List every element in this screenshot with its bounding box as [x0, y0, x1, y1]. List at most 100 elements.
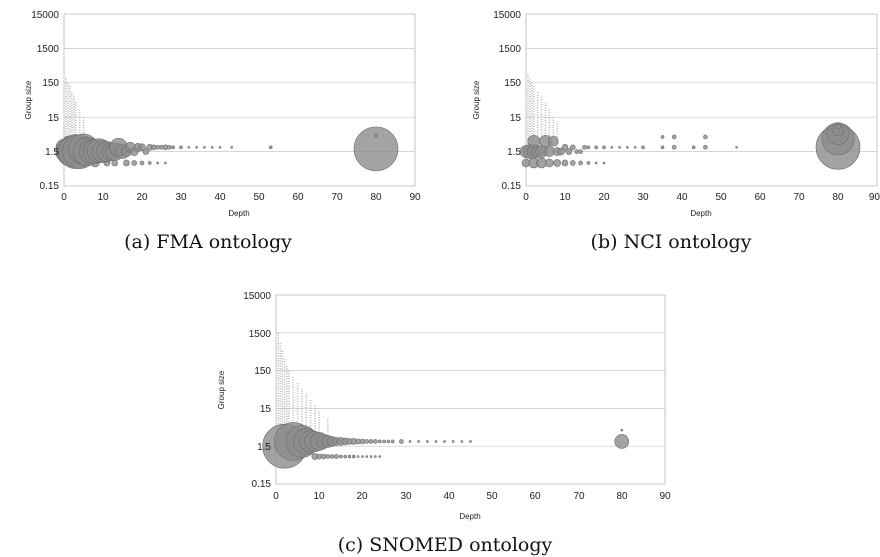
bubble-point	[325, 454, 331, 459]
x-tick-label: 70	[793, 192, 805, 203]
y-axis-title: Group size	[472, 80, 481, 119]
bubble-point	[373, 439, 378, 444]
y-tick-label: 15000	[493, 10, 521, 21]
y-tick-label: 150	[42, 78, 59, 89]
bubble-point	[425, 440, 429, 443]
bubble-point	[408, 440, 412, 443]
bubble-point	[557, 147, 565, 156]
panel-caption: (c) SNOMED ontology	[338, 534, 553, 556]
bubble-point	[434, 440, 438, 443]
bubble-point	[131, 160, 137, 166]
bubble-point	[561, 144, 569, 151]
bubble-point	[703, 145, 708, 150]
bubble-point	[586, 161, 591, 165]
gridlines	[276, 294, 665, 485]
bubble-point	[343, 454, 347, 459]
x-tick-label: 50	[715, 192, 727, 203]
bubble-point	[565, 148, 573, 155]
x-tick-label: 70	[331, 192, 343, 203]
panel-fma: 15000 1500 150 15 1.5 0.15 0 10 20 30 40…	[24, 10, 421, 253]
y-tick-label: 150	[504, 78, 521, 89]
y-axis-title: Group size	[24, 80, 33, 119]
y-tick-label: 1500	[499, 44, 522, 55]
y-tick-label: 15	[48, 113, 60, 124]
bubble-point	[139, 160, 145, 166]
bubble-point	[339, 454, 343, 459]
x-tick-labels: 0 10 20 30 40 50 60 70 80 90	[61, 192, 421, 203]
panel-caption: (b) NCI ontology	[591, 231, 752, 253]
bubble-point	[831, 123, 845, 136]
bubble-point	[610, 146, 614, 149]
bubble-point	[578, 149, 583, 154]
bubble-point	[574, 149, 580, 154]
bubble-point	[365, 455, 369, 458]
x-tick-label: 0	[273, 491, 279, 502]
bubble-point	[469, 440, 472, 443]
bubble-marks	[519, 122, 861, 170]
y-tick-label: 0.15	[252, 479, 272, 490]
x-tick-label: 60	[529, 491, 541, 502]
bubble-point	[378, 455, 382, 458]
bubble-point	[735, 146, 738, 149]
bubble-point	[353, 126, 399, 172]
y-tick-labels: 15000 1500 150 15 1.5 0.15	[243, 291, 271, 490]
bubble-point	[547, 135, 559, 147]
bubble-point	[671, 145, 677, 150]
y-tick-label: 1.5	[257, 442, 271, 453]
bubble-point	[586, 145, 591, 150]
bubble-point	[138, 143, 146, 152]
x-tick-label: 10	[313, 491, 325, 502]
bubble-point	[364, 439, 370, 444]
bubble-point	[626, 146, 629, 149]
x-tick-labels: 0 10 20 30 40 50 60 70 80 90	[273, 491, 671, 502]
bubble-point	[536, 157, 547, 169]
x-tick-label: 90	[409, 192, 421, 203]
bubble-point	[460, 440, 464, 443]
y-tick-label: 1500	[37, 44, 60, 55]
y-tick-label: 15	[510, 113, 522, 124]
y-tick-label: 15000	[31, 10, 59, 21]
bubble-point	[618, 146, 621, 149]
y-tick-label: 1500	[249, 329, 272, 340]
bubble-point	[594, 145, 599, 150]
bubble-point	[382, 439, 386, 444]
bubble-point	[386, 439, 391, 444]
x-tick-label: 40	[676, 192, 688, 203]
x-tick-label: 10	[97, 192, 109, 203]
x-tick-label: 90	[659, 491, 671, 502]
bubble-point	[195, 146, 198, 149]
bubble-point	[347, 454, 352, 459]
x-tick-label: 80	[832, 192, 844, 203]
plot-area-frame	[275, 294, 666, 485]
x-tick-label: 50	[253, 192, 265, 203]
bubble-point	[155, 145, 160, 150]
bubble-point	[569, 160, 576, 166]
x-tick-label: 30	[400, 491, 412, 502]
y-tick-label: 0.15	[502, 181, 522, 192]
bubble-point	[320, 453, 327, 460]
bubble-point	[123, 159, 130, 167]
y-tick-labels: 15000 1500 150 15 1.5 0.15	[31, 10, 59, 192]
x-tick-label: 40	[443, 491, 455, 502]
bubble-point	[230, 146, 233, 149]
x-tick-label: 10	[559, 192, 571, 203]
bubble-point	[602, 161, 606, 165]
bubble-point	[633, 146, 637, 149]
x-tick-labels: 0 10 20 30 40 50 60 70 80 90	[523, 192, 880, 203]
x-tick-label: 20	[136, 192, 148, 203]
bubble-point	[334, 454, 339, 459]
x-axis-title: Depth	[690, 209, 711, 218]
bubble-point	[167, 145, 172, 150]
bubble-point	[691, 145, 696, 150]
bubble-point	[210, 146, 214, 149]
bubble-point	[578, 160, 583, 166]
x-tick-label: 80	[616, 491, 628, 502]
bubble-point	[268, 145, 273, 150]
bubble-point	[218, 146, 222, 149]
bubble-point	[553, 159, 562, 167]
bubble-point	[329, 454, 335, 459]
y-tick-label: 1.5	[507, 147, 521, 158]
y-tick-label: 15000	[243, 291, 271, 302]
bubble-point	[359, 438, 366, 445]
